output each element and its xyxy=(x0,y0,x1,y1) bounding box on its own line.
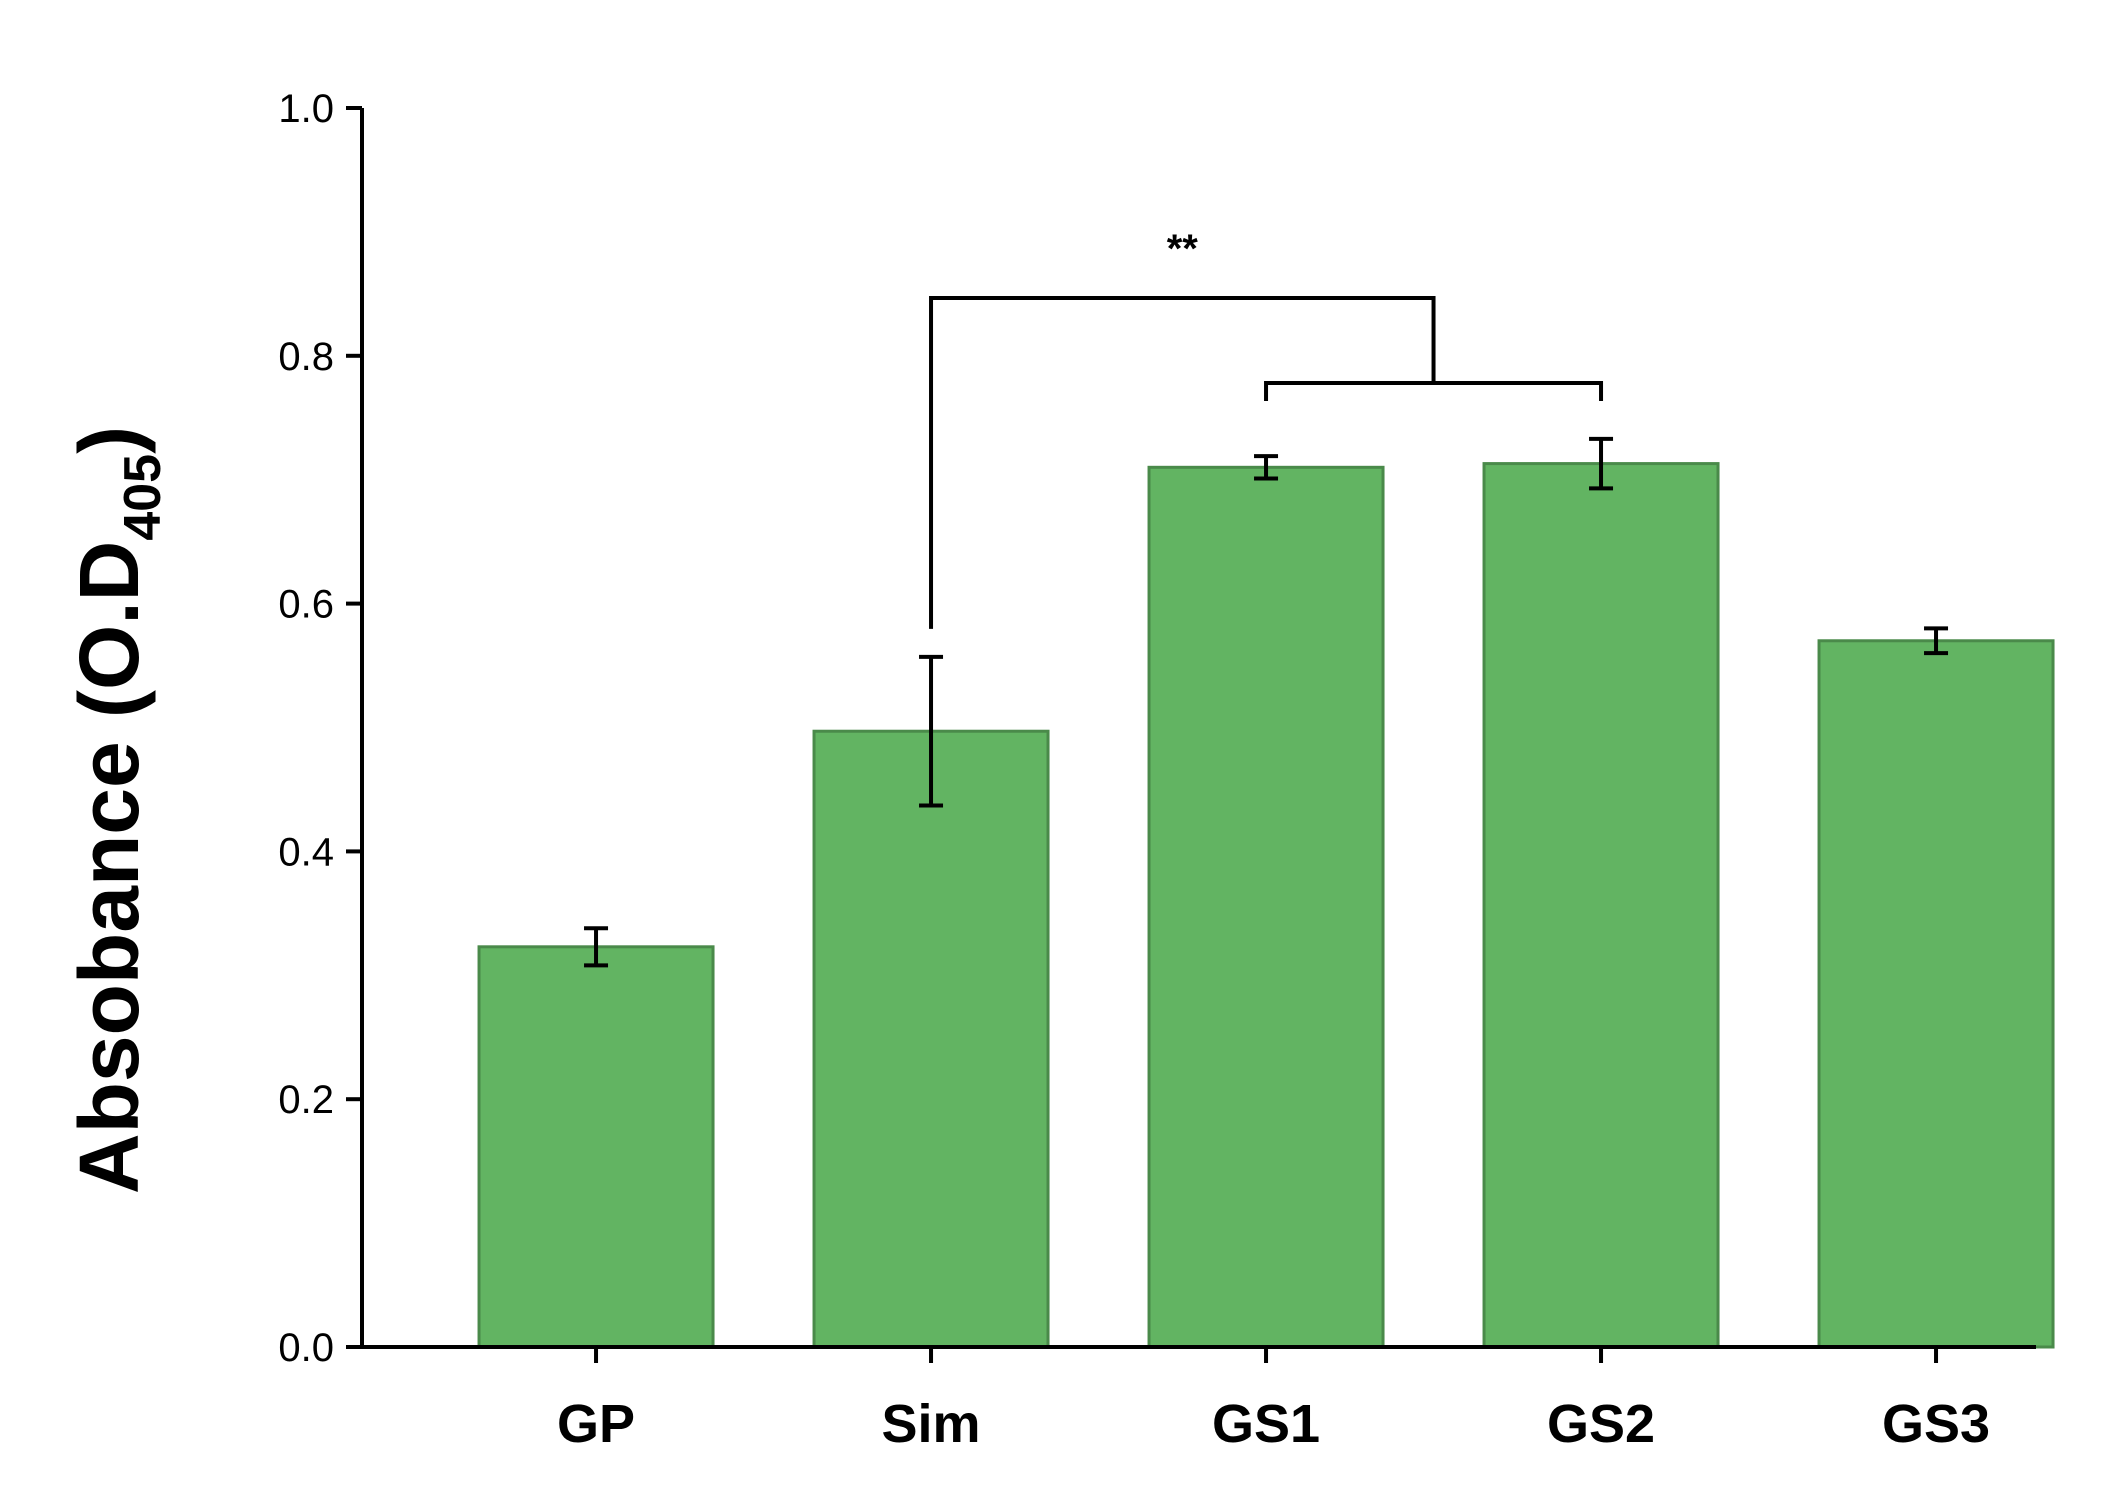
bar-gs3 xyxy=(1817,639,2055,1349)
error-bar-gs2 xyxy=(1589,436,1614,491)
axes-layer xyxy=(360,108,2036,1349)
bar-sim xyxy=(812,729,1050,1349)
bar-gs2 xyxy=(1482,462,1720,1349)
bar-gp xyxy=(477,945,715,1349)
y-tick-label-1: 0.2 xyxy=(278,1078,334,1122)
y-tick-label-0: 0.0 xyxy=(278,1326,334,1370)
x-label-gs2: GS2 xyxy=(1547,1394,1655,1454)
y-tick-label-5: 1.0 xyxy=(278,87,334,131)
error-bar-gp xyxy=(584,926,609,968)
y-tick-label-3: 0.6 xyxy=(278,583,334,627)
x-label-gs1: GS1 xyxy=(1212,1394,1320,1454)
error-bars-layer xyxy=(584,436,1949,968)
y-axis-label-close: ) xyxy=(62,426,156,454)
x-label-sim: Sim xyxy=(882,1394,981,1454)
y-axis-label: Absobance (O.D405) xyxy=(62,426,172,1194)
bracket-inner xyxy=(1264,381,1604,401)
x-labels-layer: GP Sim GS1 GS2 GS3 xyxy=(557,1347,1990,1454)
bracket-outer xyxy=(929,296,1436,629)
error-bar-gs3 xyxy=(1924,626,1949,656)
error-bar-sim xyxy=(919,654,944,808)
bars-layer xyxy=(477,462,2055,1349)
y-tick-label-4: 0.8 xyxy=(278,335,334,379)
y-axis-label-main: Absobance (O.D xyxy=(62,541,156,1194)
y-axis-label-subscript: 405 xyxy=(114,454,172,541)
x-label-gs3: GS3 xyxy=(1882,1394,1990,1454)
significance-label: ** xyxy=(1167,227,1199,271)
y-tick-label-2: 0.4 xyxy=(278,830,334,874)
x-label-gp: GP xyxy=(557,1394,635,1454)
error-bar-gs1 xyxy=(1254,454,1279,481)
significance-bracket: ** xyxy=(929,227,1604,629)
y-ticks-layer: 0.0 0.2 0.4 0.6 0.8 1.0 xyxy=(278,87,362,1370)
bar-gs1 xyxy=(1147,465,1385,1349)
